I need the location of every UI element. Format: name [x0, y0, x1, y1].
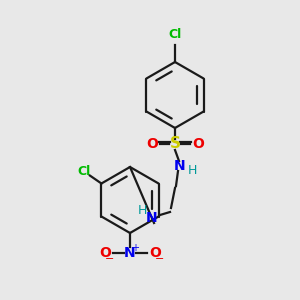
Text: Cl: Cl	[77, 165, 91, 178]
Text: S: S	[169, 136, 181, 152]
Text: O: O	[149, 246, 161, 260]
Text: N: N	[124, 246, 136, 260]
Text: H: H	[187, 164, 197, 178]
Text: N: N	[174, 159, 186, 173]
Text: Cl: Cl	[168, 28, 182, 41]
Text: H: H	[137, 203, 147, 217]
Text: −: −	[155, 254, 165, 264]
Text: +: +	[131, 243, 139, 253]
Text: O: O	[99, 246, 111, 260]
Text: O: O	[146, 137, 158, 151]
Text: O: O	[192, 137, 204, 151]
Text: −: −	[105, 254, 115, 264]
Text: N: N	[146, 211, 158, 225]
